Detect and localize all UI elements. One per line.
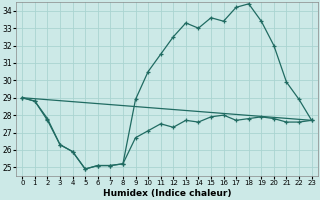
X-axis label: Humidex (Indice chaleur): Humidex (Indice chaleur) [103, 189, 231, 198]
